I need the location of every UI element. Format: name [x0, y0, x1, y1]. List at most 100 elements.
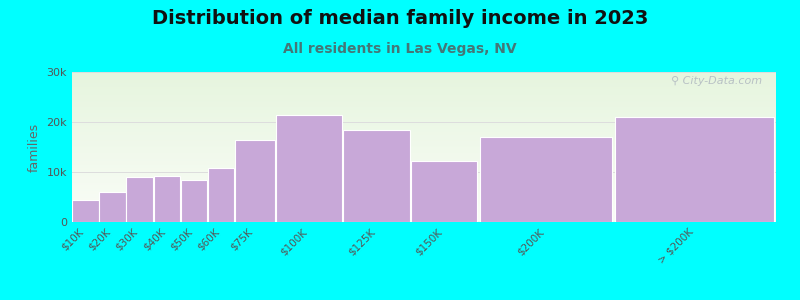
Bar: [72, 116, 776, 117]
Bar: [154, 176, 180, 222]
Bar: [72, 80, 776, 81]
Bar: [235, 140, 274, 222]
Bar: [72, 135, 776, 136]
Bar: [72, 189, 776, 190]
Bar: [181, 179, 207, 222]
Bar: [72, 99, 776, 100]
Bar: [72, 152, 776, 153]
Bar: [72, 123, 776, 124]
Bar: [72, 213, 776, 214]
Bar: [72, 216, 776, 218]
Bar: [72, 82, 776, 84]
Bar: [72, 96, 776, 98]
Bar: [72, 72, 776, 74]
Bar: [72, 128, 776, 129]
Bar: [72, 164, 776, 165]
Bar: [72, 208, 776, 210]
Bar: [72, 198, 776, 200]
Bar: [615, 117, 774, 222]
Bar: [72, 88, 776, 90]
Bar: [72, 108, 776, 110]
Bar: [343, 130, 410, 222]
Bar: [72, 146, 776, 147]
Bar: [72, 142, 776, 144]
Bar: [72, 174, 776, 176]
Bar: [72, 85, 776, 87]
Bar: [72, 78, 776, 80]
Bar: [72, 74, 776, 75]
Bar: [72, 171, 776, 172]
Text: All residents in Las Vegas, NV: All residents in Las Vegas, NV: [283, 42, 517, 56]
Bar: [72, 192, 776, 194]
Bar: [72, 196, 776, 198]
Bar: [72, 144, 776, 146]
Bar: [72, 126, 776, 128]
Bar: [72, 136, 776, 138]
Bar: [72, 159, 776, 160]
Bar: [72, 218, 776, 219]
Bar: [72, 167, 776, 168]
Bar: [72, 105, 776, 106]
Bar: [72, 207, 776, 208]
Bar: [72, 182, 776, 183]
Text: Distribution of median family income in 2023: Distribution of median family income in …: [152, 9, 648, 28]
Bar: [72, 76, 776, 78]
Bar: [72, 168, 776, 170]
Bar: [72, 165, 776, 166]
Bar: [72, 200, 99, 222]
Bar: [72, 106, 776, 108]
Bar: [72, 150, 776, 152]
Bar: [72, 110, 776, 111]
Bar: [72, 98, 776, 99]
Bar: [479, 137, 612, 222]
Bar: [72, 111, 776, 112]
Bar: [126, 177, 153, 222]
Bar: [72, 188, 776, 189]
Bar: [72, 94, 776, 96]
Bar: [72, 124, 776, 126]
Bar: [72, 90, 776, 92]
Bar: [72, 102, 776, 104]
Bar: [72, 204, 776, 206]
Bar: [208, 168, 234, 222]
Bar: [72, 140, 776, 141]
Bar: [72, 169, 776, 171]
Text: ⚲ City-Data.com: ⚲ City-Data.com: [670, 76, 762, 86]
Bar: [72, 194, 776, 195]
Bar: [72, 92, 776, 93]
Bar: [72, 130, 776, 132]
Bar: [72, 220, 776, 222]
Bar: [72, 117, 776, 118]
Bar: [72, 154, 776, 156]
Bar: [72, 162, 776, 164]
Bar: [72, 201, 776, 202]
Bar: [72, 87, 776, 88]
Bar: [72, 112, 776, 114]
Bar: [72, 219, 776, 220]
Bar: [72, 195, 776, 196]
Bar: [99, 192, 126, 222]
Bar: [72, 129, 776, 130]
Bar: [72, 200, 776, 201]
Bar: [72, 172, 776, 174]
Bar: [72, 210, 776, 212]
Bar: [72, 180, 776, 182]
Bar: [72, 148, 776, 150]
Bar: [72, 190, 776, 192]
Bar: [72, 202, 776, 204]
Bar: [72, 158, 776, 159]
Bar: [72, 134, 776, 135]
Bar: [72, 132, 776, 134]
Bar: [276, 115, 342, 222]
Bar: [411, 161, 478, 222]
Bar: [72, 153, 776, 154]
Bar: [72, 214, 776, 216]
Bar: [72, 212, 776, 213]
Bar: [72, 141, 776, 142]
Bar: [72, 178, 776, 180]
Bar: [72, 186, 776, 188]
Bar: [72, 81, 776, 82]
Bar: [72, 114, 776, 116]
Bar: [72, 75, 776, 76]
Bar: [72, 183, 776, 184]
